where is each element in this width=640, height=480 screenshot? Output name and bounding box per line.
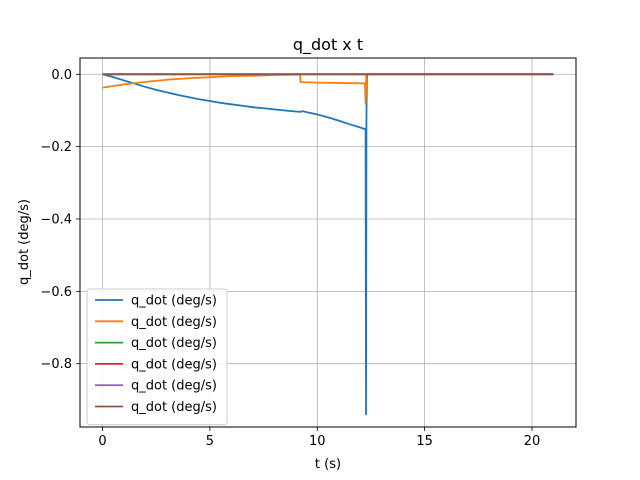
legend-label: q_dot (deg/s) (131, 400, 217, 415)
legend-box (86, 288, 228, 426)
legend-label: q_dot (deg/s) (131, 294, 217, 309)
series-layer (102, 73, 554, 416)
y-tick-label: −0.6 (40, 285, 72, 300)
y-tick-label: 0.0 (51, 68, 72, 83)
x-tick-label: 10 (309, 434, 326, 449)
x-axis-label: t (s) (315, 457, 341, 472)
x-tick-label: 5 (206, 434, 214, 449)
legend: q_dot (deg/s) q_dot (deg/s) q_dot (deg/s) q… (86, 288, 228, 426)
plot-frame (79, 57, 577, 428)
x-tick-label: 20 (524, 434, 541, 449)
legend-label: q_dot (deg/s) (131, 336, 217, 351)
y-axis: 0.0 −0.2 −0.4 −0.6 −0.8 (40, 68, 80, 372)
x-tick-label: 15 (416, 434, 433, 449)
y-tick-label: −0.2 (40, 140, 72, 155)
chart-title: q_dot x t (293, 35, 363, 55)
x-axis: 0 5 10 15 20 (98, 427, 540, 449)
legend-label: q_dot (deg/s) (131, 357, 217, 372)
legend-label: q_dot (deg/s) (131, 379, 217, 394)
y-tick-label: −0.8 (40, 357, 72, 372)
y-axis-label: q_dot (deg/s) (17, 199, 32, 285)
legend-label: q_dot (deg/s) (131, 315, 217, 330)
y-tick-label: −0.4 (40, 212, 72, 227)
x-tick-label: 0 (98, 434, 106, 449)
